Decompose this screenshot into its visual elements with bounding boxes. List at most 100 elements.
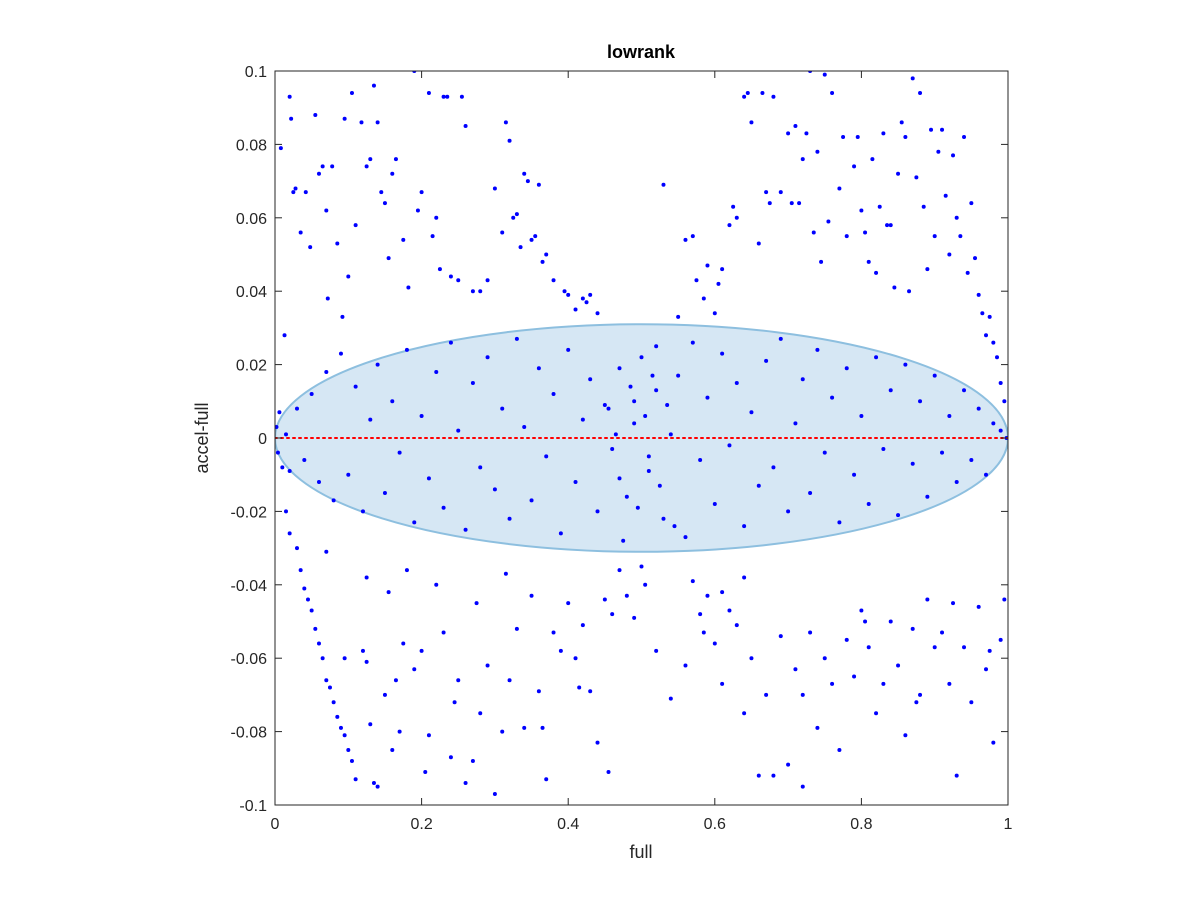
data-point: [800, 157, 805, 162]
data-point: [404, 568, 409, 573]
data-point: [698, 612, 703, 617]
data-point: [925, 597, 930, 602]
data-point: [822, 450, 827, 455]
data-point: [646, 469, 651, 474]
data-point: [749, 120, 754, 125]
data-point: [628, 384, 633, 389]
data-point: [852, 472, 857, 477]
data-point: [289, 116, 294, 121]
data-point: [683, 535, 688, 540]
x-tick-label: 0.8: [850, 816, 872, 833]
data-point: [1002, 399, 1007, 404]
data-point: [485, 278, 490, 283]
data-point: [984, 472, 989, 477]
data-point: [690, 579, 695, 584]
data-point: [302, 586, 307, 591]
y-tick-label: -0.08: [231, 725, 268, 742]
y-tick-label: -0.1: [239, 798, 267, 815]
data-point: [426, 476, 431, 481]
data-point: [888, 223, 893, 228]
data-point: [456, 278, 461, 283]
y-tick-label: -0.04: [231, 578, 268, 595]
data-point: [426, 733, 431, 738]
data-point: [984, 667, 989, 672]
data-point: [573, 656, 578, 661]
data-point: [500, 230, 505, 235]
data-point: [522, 171, 527, 176]
data-point: [837, 747, 842, 752]
data-point: [275, 450, 280, 455]
data-point: [533, 234, 538, 239]
data-point: [925, 494, 930, 499]
data-point: [595, 311, 600, 316]
data-point: [291, 190, 296, 195]
data-point: [668, 432, 673, 437]
data-point: [368, 722, 373, 727]
data-point: [786, 131, 791, 136]
data-point: [778, 336, 783, 341]
data-point: [529, 593, 534, 598]
data-point: [837, 186, 842, 191]
data-point: [987, 648, 992, 653]
data-point: [771, 773, 776, 778]
data-point: [866, 259, 871, 264]
data-point: [991, 421, 996, 426]
data-point: [459, 94, 464, 99]
data-point: [742, 711, 747, 716]
data-point: [808, 630, 813, 635]
data-point: [382, 491, 387, 496]
data-point: [371, 780, 376, 785]
data-point: [404, 347, 409, 352]
data-point: [742, 575, 747, 580]
data-point: [624, 494, 629, 499]
data-point: [503, 571, 508, 576]
data-point: [720, 590, 725, 595]
data-point: [452, 700, 457, 705]
data-point: [305, 597, 310, 602]
data-point: [287, 469, 292, 474]
y-tick-label: -0.02: [231, 504, 268, 521]
data-point: [434, 215, 439, 220]
data-point: [947, 413, 952, 418]
data-point: [844, 366, 849, 371]
data-point: [870, 157, 875, 162]
data-point: [303, 190, 308, 195]
data-point: [881, 681, 886, 686]
data-point: [606, 406, 611, 411]
data-point: [683, 237, 688, 242]
data-point: [511, 215, 516, 220]
data-point: [976, 406, 981, 411]
data-point: [745, 91, 750, 96]
data-point: [514, 336, 519, 341]
data-point: [324, 208, 329, 213]
data-point: [426, 91, 431, 96]
data-point: [756, 241, 761, 246]
data-point: [863, 230, 868, 235]
data-point: [789, 201, 794, 206]
data-point: [918, 692, 923, 697]
data-point: [302, 458, 307, 463]
data-point: [544, 454, 549, 459]
data-point: [866, 502, 871, 507]
data-point: [371, 83, 376, 88]
data-point: [756, 483, 761, 488]
data-point: [764, 692, 769, 697]
data-point: [580, 623, 585, 628]
data-point: [690, 340, 695, 345]
data-point: [445, 94, 450, 99]
data-point: [859, 208, 864, 213]
data-point: [793, 124, 798, 129]
data-point: [393, 678, 398, 683]
data-point: [364, 575, 369, 580]
data-point: [283, 432, 288, 437]
data-point: [665, 402, 670, 407]
data-point: [437, 267, 442, 272]
data-point: [899, 120, 904, 125]
data-point: [958, 234, 963, 239]
data-point: [525, 179, 530, 184]
data-point: [778, 190, 783, 195]
data-point: [969, 700, 974, 705]
data-point: [962, 388, 967, 393]
data-point: [705, 395, 710, 400]
